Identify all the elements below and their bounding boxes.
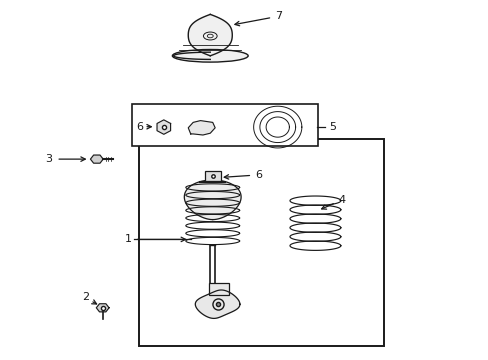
Bar bbox=[209, 283, 228, 295]
Text: 6: 6 bbox=[136, 122, 142, 132]
Polygon shape bbox=[184, 180, 241, 220]
Text: 5: 5 bbox=[328, 122, 335, 132]
Text: 2: 2 bbox=[82, 292, 89, 302]
Polygon shape bbox=[188, 121, 215, 135]
Text: 3: 3 bbox=[45, 154, 52, 164]
Polygon shape bbox=[96, 304, 109, 312]
Polygon shape bbox=[188, 14, 232, 56]
Bar bbox=[139, 139, 383, 346]
Polygon shape bbox=[90, 155, 103, 163]
Polygon shape bbox=[157, 120, 170, 134]
Text: 6: 6 bbox=[255, 170, 262, 180]
FancyBboxPatch shape bbox=[204, 171, 220, 181]
Bar bbox=[132, 104, 317, 146]
Ellipse shape bbox=[172, 50, 248, 62]
Text: 1: 1 bbox=[124, 234, 131, 244]
Text: 7: 7 bbox=[234, 11, 282, 26]
Polygon shape bbox=[195, 290, 240, 318]
Text: 4: 4 bbox=[321, 195, 345, 209]
